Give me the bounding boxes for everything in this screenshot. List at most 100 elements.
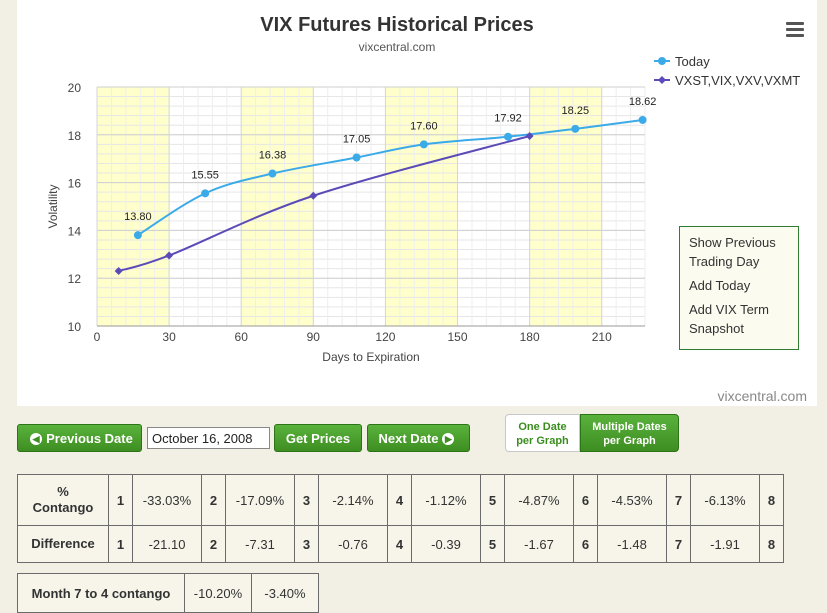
difference-value: -1.67 bbox=[504, 525, 574, 563]
contango-table: % Contango 1 -33.03% 2 -17.09% 3 -2.14% … bbox=[17, 474, 784, 563]
data-point bbox=[525, 131, 534, 140]
data-label: 13.80 bbox=[124, 211, 152, 223]
table-row: Difference 1 -21.10 2 -7.31 3 -0.76 4 -0… bbox=[17, 525, 784, 563]
month-number: 5 bbox=[480, 525, 505, 563]
one-date-line2: per Graph bbox=[516, 435, 569, 447]
plot-band bbox=[385, 87, 458, 326]
previous-date-button[interactable]: ◀ Previous Date bbox=[17, 424, 142, 452]
data-point bbox=[352, 153, 361, 162]
data-point bbox=[571, 124, 580, 133]
month-7-to-4-label: Month 7 to 4 contango bbox=[17, 573, 185, 613]
menu-item-add-vix-term-snapshot[interactable]: Add VIX Term Snapshot bbox=[689, 302, 769, 336]
month-7-to-4-table: Month 7 to 4 contango -10.20% -3.40% bbox=[17, 573, 319, 613]
legend-marker bbox=[658, 76, 666, 84]
contango-value: -2.14% bbox=[318, 474, 388, 526]
legend-label: Today bbox=[675, 54, 710, 69]
legend-label: VXST,VIX,VXV,VXMT bbox=[675, 73, 800, 88]
month-number: 3 bbox=[294, 474, 319, 526]
y-tick-label: 16 bbox=[68, 177, 82, 191]
y-tick-label: 10 bbox=[68, 320, 82, 334]
contango-value: -1.12% bbox=[411, 474, 481, 526]
row-header-line: Contango bbox=[32, 500, 94, 515]
y-tick-label: 14 bbox=[68, 224, 82, 238]
difference-value: -0.76 bbox=[318, 525, 388, 563]
month-number: 8 bbox=[759, 474, 784, 526]
month-7-to-4-value: -3.40% bbox=[251, 573, 319, 613]
difference-value: -0.39 bbox=[411, 525, 481, 563]
x-tick-label: 120 bbox=[375, 330, 395, 344]
data-label: 18.62 bbox=[629, 96, 657, 108]
plot-band bbox=[97, 87, 170, 326]
data-point bbox=[114, 267, 123, 276]
y-axis-title: Volatility bbox=[46, 184, 60, 228]
row-header-difference: Difference bbox=[17, 525, 109, 563]
month-number: 4 bbox=[387, 525, 412, 563]
series-line-0 bbox=[137, 118, 643, 237]
chart-panel: VIX Futures Historical Prices vixcentral.… bbox=[17, 0, 817, 406]
chart-subtitle: vixcentral.com bbox=[359, 40, 436, 54]
row-header-contango: % Contango bbox=[17, 474, 109, 526]
row-header-line: % bbox=[57, 484, 69, 499]
data-label: 18.25 bbox=[562, 105, 590, 117]
plot-band bbox=[529, 87, 602, 326]
month-number: 3 bbox=[294, 525, 319, 563]
hamburger-icon[interactable] bbox=[786, 22, 804, 38]
data-label: 17.92 bbox=[494, 113, 522, 125]
contango-value: -6.13% bbox=[690, 474, 760, 526]
y-tick-label: 12 bbox=[68, 272, 82, 286]
multiple-dates-line1: Multiple Dates bbox=[592, 421, 667, 433]
table-row: Month 7 to 4 contango -10.20% -3.40% bbox=[17, 573, 319, 613]
one-date-line1: One Date bbox=[518, 421, 567, 433]
get-prices-button[interactable]: Get Prices bbox=[274, 424, 362, 452]
series-line-1 bbox=[118, 135, 530, 272]
difference-value: -7.31 bbox=[225, 525, 295, 563]
x-tick-label: 150 bbox=[448, 330, 468, 344]
x-tick-label: 90 bbox=[307, 330, 321, 344]
x-axis-title: Days to Expiration bbox=[322, 350, 419, 364]
legend-marker bbox=[658, 57, 666, 65]
menu-item-add-today[interactable]: Add Today bbox=[689, 278, 751, 293]
data-point bbox=[309, 191, 318, 200]
x-tick-label: 60 bbox=[235, 330, 249, 344]
data-label: 17.05 bbox=[343, 134, 371, 146]
month-number: 1 bbox=[108, 525, 133, 563]
month-number: 5 bbox=[480, 474, 505, 526]
chart: VIX Futures Historical Prices vixcentral.… bbox=[46, 14, 807, 404]
y-tick-label: 20 bbox=[68, 81, 82, 95]
data-point bbox=[201, 189, 210, 198]
difference-value: -1.48 bbox=[597, 525, 667, 563]
next-date-label: Next Date bbox=[378, 431, 439, 446]
x-tick-label: 30 bbox=[162, 330, 176, 344]
chart-title: VIX Futures Historical Prices bbox=[260, 14, 533, 36]
difference-value: -21.10 bbox=[132, 525, 202, 563]
x-tick-label: 210 bbox=[592, 330, 612, 344]
data-label: 17.60 bbox=[410, 120, 438, 132]
data-label: 15.55 bbox=[191, 169, 219, 181]
data-point bbox=[165, 251, 174, 260]
data-point bbox=[638, 115, 647, 124]
y-tick-label: 18 bbox=[68, 129, 82, 143]
month-number: 2 bbox=[201, 525, 226, 563]
data-point bbox=[133, 231, 142, 240]
x-tick-label: 0 bbox=[94, 330, 101, 344]
difference-value: -1.91 bbox=[690, 525, 760, 563]
menu-item-show-previous-trading-day[interactable]: Show Previous Trading Day bbox=[689, 235, 776, 269]
plot-band bbox=[241, 87, 314, 326]
data-point bbox=[268, 169, 277, 178]
multiple-dates-line2: per Graph bbox=[603, 435, 656, 447]
chart-credit: vixcentral.com bbox=[718, 388, 807, 404]
month-number: 6 bbox=[573, 525, 598, 563]
contango-value: -4.87% bbox=[504, 474, 574, 526]
table-row: % Contango 1 -33.03% 2 -17.09% 3 -2.14% … bbox=[17, 474, 784, 526]
one-date-per-graph-option[interactable]: One Date per Graph bbox=[505, 414, 580, 452]
month-number: 6 bbox=[573, 474, 598, 526]
contango-value: -33.03% bbox=[132, 474, 202, 526]
arrow-left-circle-icon: ◀ bbox=[30, 432, 43, 445]
multiple-dates-per-graph-option[interactable]: Multiple Dates per Graph bbox=[580, 414, 679, 452]
date-input[interactable] bbox=[147, 427, 270, 449]
contango-value: -4.53% bbox=[597, 474, 667, 526]
month-number: 7 bbox=[666, 474, 691, 526]
next-date-button[interactable]: Next Date ▶ bbox=[367, 424, 470, 452]
contango-value: -17.09% bbox=[225, 474, 295, 526]
graph-mode-toggle: One Date per Graph Multiple Dates per Gr… bbox=[505, 414, 679, 453]
